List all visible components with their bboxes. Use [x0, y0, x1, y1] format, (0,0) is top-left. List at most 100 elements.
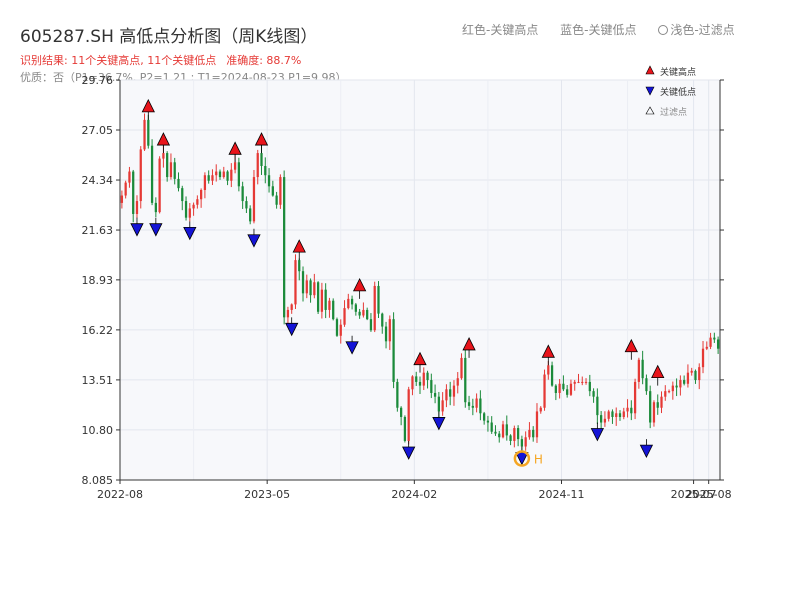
- candle-body: [418, 381, 422, 386]
- candle-body: [603, 418, 607, 423]
- candle-body: [177, 178, 180, 189]
- candle-body: [358, 311, 361, 316]
- candle-body: [513, 428, 516, 441]
- high-marker: [624, 338, 638, 353]
- y-tick-label: 16.22: [82, 324, 114, 337]
- candle-body: [686, 372, 690, 384]
- special-point-label: H: [534, 453, 543, 467]
- candle-body: [584, 381, 588, 383]
- candle-body: [150, 145, 154, 203]
- candle-body: [490, 422, 493, 432]
- candle-body: [230, 169, 233, 181]
- candle-body: [188, 208, 191, 218]
- candle-body: [422, 372, 425, 386]
- low-marker: [639, 444, 654, 459]
- candle-body: [535, 411, 539, 438]
- candle-body: [660, 396, 663, 408]
- low-marker: [402, 446, 416, 460]
- candle-body: [539, 407, 542, 412]
- candle-body: [437, 396, 440, 412]
- candle-body: [298, 260, 301, 272]
- candle-body: [716, 339, 720, 349]
- candle-body: [347, 298, 350, 309]
- candle-body: [709, 337, 712, 347]
- candle-body: [566, 389, 569, 395]
- candle-body: [403, 416, 407, 441]
- candle-body: [173, 162, 176, 179]
- candle-body: [260, 153, 263, 166]
- candle-body: [649, 391, 652, 423]
- candle-body: [471, 405, 474, 408]
- candle-body: [162, 153, 165, 159]
- low-marker: [590, 428, 605, 442]
- candle-body: [683, 380, 686, 384]
- candle-body: [641, 359, 644, 379]
- candle-body: [664, 391, 667, 397]
- candle-body: [520, 439, 524, 447]
- summary-text: 识别结果: 11个关键高点, 11个关键低点: [20, 54, 217, 67]
- candle-body: [415, 376, 418, 382]
- candle-body: [483, 413, 486, 421]
- candle-body: [554, 385, 557, 393]
- low-marker: [183, 226, 197, 241]
- y-tick-label: 8.085: [82, 474, 114, 487]
- y-tick-label: 21.63: [82, 224, 114, 237]
- candle-body: [573, 381, 576, 384]
- candle-body: [464, 357, 467, 403]
- candle-body: [279, 177, 282, 205]
- candle-body: [275, 195, 278, 205]
- candle-body: [309, 280, 312, 296]
- candle-body: [184, 201, 188, 218]
- candle-body: [120, 195, 124, 203]
- chart-title: 605287.SH 高低点分析图（周K线图）: [20, 27, 318, 47]
- candle-body: [241, 186, 244, 202]
- candle-body: [618, 413, 622, 417]
- candle-body: [679, 380, 682, 388]
- candle-body: [486, 420, 490, 423]
- candle-body: [135, 201, 139, 214]
- candle-body: [607, 411, 610, 419]
- candle-body: [611, 411, 614, 417]
- candle-body: [558, 383, 561, 393]
- candle-body: [460, 357, 463, 379]
- candle-body: [233, 162, 237, 170]
- candle-body: [430, 380, 433, 393]
- candle-body: [203, 175, 207, 190]
- low-marker: [432, 417, 446, 431]
- x-tick-label: 2024-11: [539, 488, 585, 501]
- candle-body: [388, 319, 391, 342]
- candle-body: [475, 398, 478, 408]
- y-tick-label: 24.34: [82, 174, 114, 187]
- candle-body: [343, 308, 346, 325]
- candle-body: [169, 162, 173, 178]
- candle-body: [596, 396, 599, 416]
- y-tick-label: 18.93: [82, 274, 114, 287]
- top-legend: 红色-关键高点 蓝色-关键低点 浅色-过滤点: [462, 21, 753, 38]
- candle-body: [441, 400, 444, 412]
- candle-body: [132, 171, 135, 214]
- y-tick-label: 13.51: [82, 374, 114, 387]
- candle-body: [713, 337, 716, 340]
- candle-body: [532, 429, 535, 438]
- candle-body: [626, 407, 629, 412]
- candle-body: [600, 415, 603, 423]
- legend-low-text: 关键低点: [660, 86, 696, 98]
- candle-body: [271, 186, 274, 196]
- candle-body: [407, 389, 410, 441]
- candle-body: [373, 285, 376, 331]
- candle-body: [698, 367, 701, 381]
- candle-body: [366, 309, 369, 320]
- candle-body: [249, 208, 252, 222]
- high-marker: [651, 364, 665, 379]
- candle-body: [377, 285, 380, 314]
- high-marker: [462, 337, 476, 351]
- candle-body: [264, 165, 267, 176]
- plot-legend: 关键高点 关键低点 过滤点: [645, 65, 696, 118]
- candle-body: [671, 385, 674, 392]
- special-point-ring: [513, 450, 531, 467]
- legend-filtered-text: 过滤点: [660, 106, 687, 118]
- candle-body: [332, 300, 335, 320]
- candle-body: [550, 365, 554, 386]
- candle-body: [396, 381, 399, 408]
